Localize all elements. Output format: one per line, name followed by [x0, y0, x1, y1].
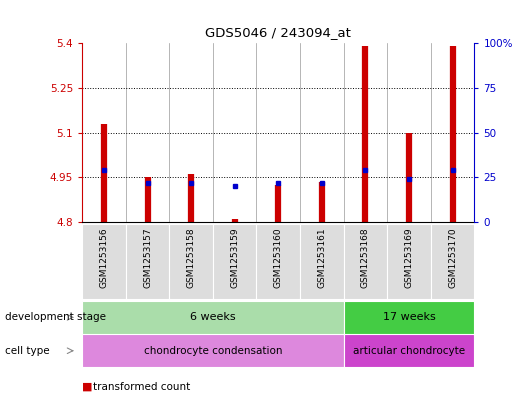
Text: GSM1253169: GSM1253169 — [404, 228, 413, 288]
Text: ■: ■ — [82, 382, 93, 392]
Bar — [300, 224, 343, 299]
Text: 6 weeks: 6 weeks — [190, 312, 236, 322]
Text: GSM1253170: GSM1253170 — [448, 228, 457, 288]
Text: GSM1253161: GSM1253161 — [317, 228, 326, 288]
Text: articular chondrocyte: articular chondrocyte — [353, 346, 465, 356]
Text: development stage: development stage — [5, 312, 107, 322]
Bar — [343, 334, 474, 367]
Bar — [343, 224, 387, 299]
Text: GSM1253160: GSM1253160 — [274, 228, 282, 288]
Bar — [343, 301, 474, 334]
Text: GSM1253159: GSM1253159 — [230, 228, 239, 288]
Bar — [169, 224, 213, 299]
Bar — [82, 224, 126, 299]
Bar — [257, 224, 300, 299]
Bar — [126, 224, 169, 299]
Bar — [431, 224, 474, 299]
Text: cell type: cell type — [5, 346, 50, 356]
Text: GSM1253157: GSM1253157 — [143, 228, 152, 288]
Bar — [387, 224, 431, 299]
Text: GSM1253156: GSM1253156 — [100, 228, 109, 288]
Title: GDS5046 / 243094_at: GDS5046 / 243094_at — [205, 26, 351, 39]
Text: chondrocyte condensation: chondrocyte condensation — [144, 346, 282, 356]
Text: transformed count: transformed count — [93, 382, 190, 392]
Bar — [82, 334, 343, 367]
Bar — [82, 301, 343, 334]
Text: GSM1253168: GSM1253168 — [361, 228, 370, 288]
Bar — [213, 224, 257, 299]
Text: 17 weeks: 17 weeks — [383, 312, 435, 322]
Text: GSM1253158: GSM1253158 — [187, 228, 196, 288]
